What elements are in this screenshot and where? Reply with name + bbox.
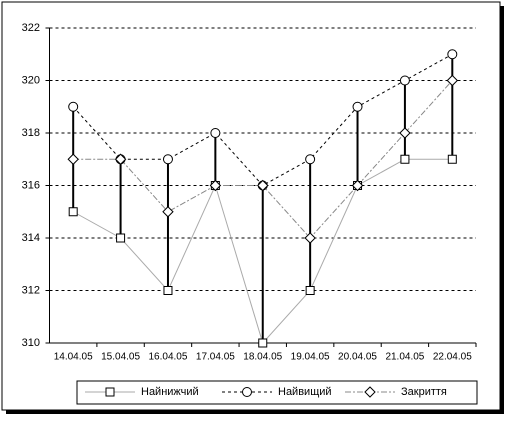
x-tick-label: 21.04.05 (385, 352, 424, 363)
marker-diamond (399, 127, 411, 139)
x-tick-label: 19.04.05 (291, 352, 330, 363)
legend-label: Закриття (401, 386, 447, 398)
y-tick-label: 310 (22, 337, 40, 349)
x-tick-label: 14.04.05 (54, 352, 93, 363)
y-tick-label: 320 (22, 74, 40, 86)
marker-square (116, 233, 126, 243)
marker-square (305, 286, 315, 295)
x-tick-label: 22.04.05 (433, 352, 472, 363)
marker-circle (242, 387, 252, 397)
x-tick-label: 16.04.05 (149, 352, 188, 363)
marker-diamond (304, 232, 316, 244)
legend-label: Найвищий (278, 386, 332, 398)
marker-diamond (114, 153, 127, 165)
x-tick-label: 18.04.05 (243, 352, 282, 363)
marker-circle (352, 101, 363, 112)
marker-diamond (351, 179, 364, 192)
x-tick-label: 20.04.05 (338, 352, 377, 363)
marker-square (68, 207, 78, 217)
y-tick-label: 316 (22, 179, 40, 191)
marker-circle (399, 75, 410, 86)
plot-area: 310 312 314 316 318 320 322 14.04.05 15.04.05 16.… (22, 22, 477, 363)
marker-circle (447, 49, 458, 60)
legend-label: Найнижчий (141, 386, 199, 398)
legend-box (76, 380, 478, 405)
marker-diamond (209, 179, 222, 192)
marker-square (400, 154, 410, 164)
x-tick-label: 15.04.05 (101, 352, 140, 363)
x-tick-label: 17.04.05 (196, 352, 235, 363)
y-tick-label: 318 (22, 127, 40, 139)
y-tick-label: 312 (22, 284, 40, 296)
marker-diamond (67, 153, 79, 165)
marker-circle (162, 154, 173, 165)
marker-circle (68, 101, 79, 112)
series-line (72, 53, 453, 187)
marker-diamond (446, 74, 459, 87)
marker-diamond (364, 386, 376, 398)
marker-square (258, 338, 268, 348)
marker-square (163, 286, 173, 295)
marker-diamond (257, 179, 269, 192)
marker-square (105, 387, 115, 397)
marker-circle (305, 154, 316, 165)
y-tick-label: 314 (22, 232, 40, 244)
marker-diamond (162, 206, 174, 218)
y-tick-label: 322 (22, 22, 40, 34)
marker-square (447, 154, 457, 164)
frame (1, 1, 501, 411)
marker-circle (210, 128, 221, 138)
